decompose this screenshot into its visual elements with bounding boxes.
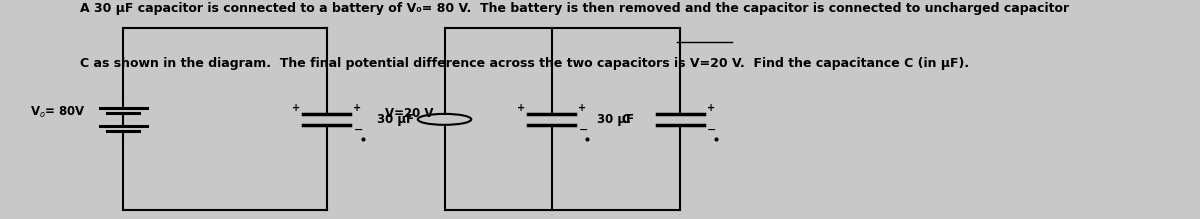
Text: +: + (292, 103, 300, 113)
Text: C: C (622, 113, 630, 126)
Text: C as shown in the diagram.  The final potential difference across the two capaci: C as shown in the diagram. The final pot… (80, 57, 970, 70)
Text: +: + (707, 103, 715, 113)
Text: +: + (517, 103, 524, 113)
Text: V$_o$= 80V: V$_o$= 80V (30, 105, 85, 120)
Text: 30 μF: 30 μF (596, 113, 634, 126)
Text: 30 μF: 30 μF (377, 113, 414, 126)
Text: A 30 μF capacitor is connected to a battery of V₀= 80 V.  The battery is then re: A 30 μF capacitor is connected to a batt… (80, 2, 1069, 15)
Text: −: − (354, 125, 362, 135)
Text: V=20 V: V=20 V (385, 107, 434, 120)
Text: −: − (707, 125, 716, 135)
Text: −: − (578, 125, 588, 135)
Text: +: + (354, 103, 361, 113)
Text: +: + (578, 103, 587, 113)
